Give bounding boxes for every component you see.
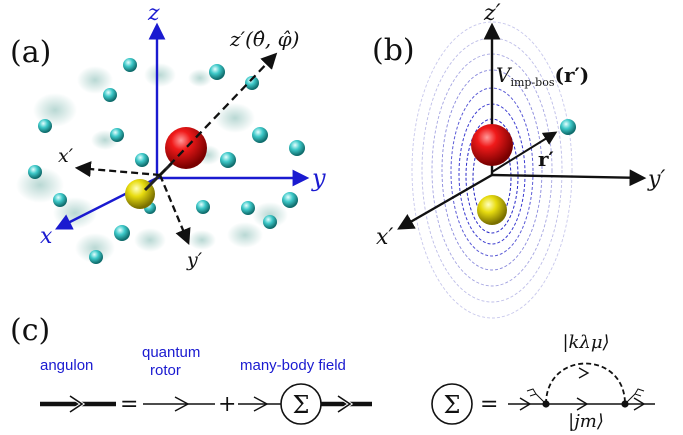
vertex-right xyxy=(621,400,629,408)
equals-sign-2: = xyxy=(480,392,498,417)
b-axis-xp-label: x′ xyxy=(376,225,393,250)
b-axis-yp-label: y′ xyxy=(647,167,665,192)
b-axis-yp xyxy=(491,169,647,187)
panel-a-label: (a) xyxy=(10,35,51,70)
molecule-bottom-atom-b xyxy=(477,195,507,225)
plus-sign: + xyxy=(218,392,236,417)
rotor-label-line1: quantum xyxy=(142,344,200,361)
body-axis-zp xyxy=(159,52,278,176)
rotor-label-line2: rotor xyxy=(150,362,181,379)
blurred-bosons xyxy=(16,63,288,263)
potential-label: Vimp-bos(r′) xyxy=(496,63,589,89)
sigma-def-circle xyxy=(431,383,473,425)
phonon-loop xyxy=(545,362,626,405)
b-axis-zp-label: z′ xyxy=(483,1,501,26)
panel-b: (b) z′ y′ x′ Vimp-bos(r′) r′ xyxy=(372,1,665,319)
field-label: many-body field xyxy=(240,357,346,374)
vertex-left xyxy=(542,400,550,408)
molecule-top-atom-b xyxy=(471,124,513,166)
equals-sign: = xyxy=(120,392,138,417)
lab-axis-z-label: z xyxy=(147,1,160,26)
body-axis-yp-label: y′ xyxy=(186,249,203,271)
lab-axis-y-label: y xyxy=(311,164,326,192)
b-axis-xp xyxy=(397,173,493,230)
body-axis-xp-label: x′ xyxy=(58,145,74,167)
panel-c: (c) angulon quantum rotor many-body fiel… xyxy=(10,313,655,432)
panel-a: (a) xyxy=(10,1,326,271)
sigma-def-symbol: Σ xyxy=(444,391,461,419)
body-axis-zp-label: z′(θ̂, φ̂) xyxy=(229,27,299,51)
boson-b xyxy=(560,119,576,135)
vertex-right-decoration xyxy=(624,388,645,405)
loop-label: |kλμ⟩ xyxy=(562,332,609,353)
angulon-label: angulon xyxy=(40,357,93,374)
vertex-left-decoration xyxy=(526,388,547,405)
body-axis-yp xyxy=(158,174,191,245)
vector-r-label: r′ xyxy=(538,147,554,171)
self-energy-sigma: Σ xyxy=(293,391,310,419)
vector-r xyxy=(491,131,558,173)
line-label: |jm⟩ xyxy=(568,411,604,432)
lab-axis-x-label: x xyxy=(40,224,53,249)
panel-b-label: (b) xyxy=(372,33,415,68)
body-axis-xp xyxy=(74,161,161,178)
panel-c-label: (c) xyxy=(10,313,50,348)
